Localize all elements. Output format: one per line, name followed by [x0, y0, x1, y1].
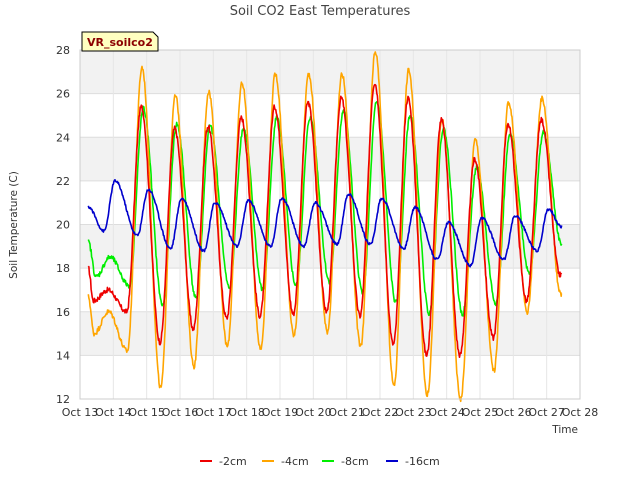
legend-item: -4cm: [262, 455, 309, 468]
y-tick-label: 22: [56, 175, 70, 188]
plot-band: [80, 137, 580, 181]
plot-bands: [80, 50, 580, 399]
legend-label: -2cm: [219, 455, 247, 468]
legend-item: -2cm: [200, 455, 247, 468]
station-badge: VR_soilco2: [81, 31, 159, 52]
legend-item: -16cm: [386, 455, 440, 468]
x-tick-label: Oct 23: [395, 406, 432, 419]
x-axis-label: Time: [551, 424, 578, 436]
series-line-2cmcm: [87, 83, 563, 358]
legend-label: -4cm: [281, 455, 309, 468]
x-tick-label: Oct 14: [95, 406, 132, 419]
plot-frame: [79, 49, 581, 400]
x-tick-label: Oct 19: [262, 406, 299, 419]
plot-band: [80, 50, 580, 94]
legend-item: -8cm: [322, 455, 369, 468]
x-tick-label: Oct 22: [362, 406, 399, 419]
y-axis-ticks: 12 14 16 18 20 22 24 26 28: [56, 44, 70, 406]
series-layer: [87, 51, 563, 403]
x-tick-label: Oct 21: [328, 406, 365, 419]
y-axis-label: Soil Temperature (C): [8, 171, 20, 279]
y-tick-label: 12: [56, 393, 70, 406]
x-tick-label: Oct 28: [562, 406, 599, 419]
legend-label: -8cm: [341, 455, 369, 468]
x-tick-label: Oct 26: [495, 406, 532, 419]
legend-label: -16cm: [405, 455, 440, 468]
x-tick-label: Oct 18: [228, 406, 265, 419]
y-tick-label: 24: [56, 131, 70, 144]
station-badge-label: VR_soilco2: [87, 36, 153, 49]
x-tick-label: Oct 24: [428, 406, 465, 419]
x-tick-label: Oct 16: [162, 406, 199, 419]
station-badge-box: [81, 31, 159, 52]
y-tick-label: 28: [56, 44, 70, 57]
y-tick-label: 26: [56, 88, 70, 101]
chart-title: Soil CO2 East Temperatures: [230, 4, 411, 19]
legend: -2cm -4cm -8cm -16cm: [200, 455, 440, 468]
x-tick-label: Oct 25: [462, 406, 499, 419]
series-line-16cmcm: [87, 179, 563, 268]
y-tick-label: 14: [56, 349, 70, 362]
y-tick-label: 20: [56, 219, 70, 232]
y-tick-label: 16: [56, 306, 70, 319]
x-tick-label: Oct 27: [528, 406, 565, 419]
plot-band: [80, 355, 580, 399]
x-tick-label: Oct 20: [295, 406, 332, 419]
x-tick-label: Oct 13: [62, 406, 99, 419]
plot-band: [80, 180, 580, 225]
x-tick-label: Oct 15: [128, 406, 165, 419]
x-tick-label: Oct 17: [195, 406, 232, 419]
y-tick-label: 18: [56, 262, 70, 275]
plot-band: [80, 93, 580, 138]
